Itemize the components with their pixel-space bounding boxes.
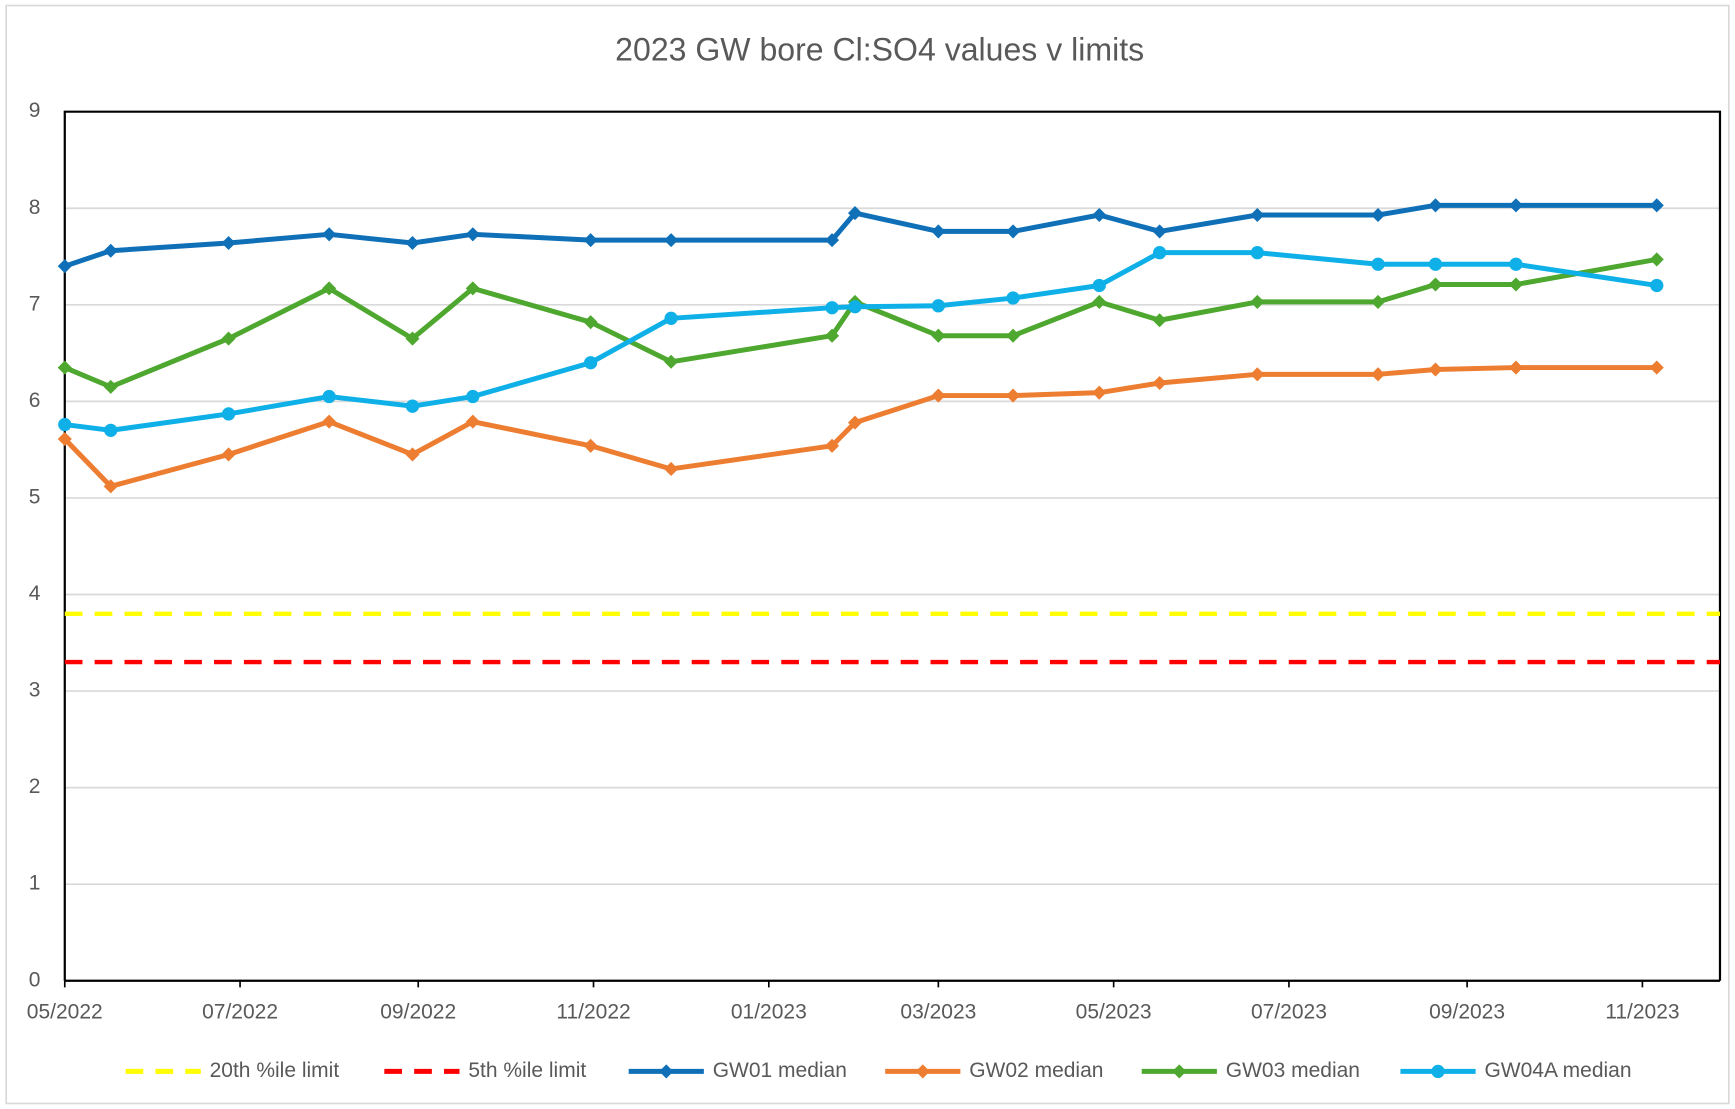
- y-tick-label: 4: [29, 582, 41, 605]
- data-point: [848, 300, 862, 314]
- legend-label: GW03 median: [1226, 1059, 1360, 1082]
- legend-label: GW02 median: [969, 1059, 1103, 1082]
- plot-border: [63, 110, 1722, 981]
- data-point: [931, 299, 945, 313]
- y-tick-label: 3: [29, 679, 41, 702]
- data-point: [1428, 257, 1443, 271]
- data-point: [103, 243, 118, 258]
- x-tick-label: 07/2023: [1251, 1000, 1327, 1023]
- data-point: [322, 389, 336, 404]
- data-point: [1650, 278, 1664, 293]
- chart-frame: [5, 4, 1730, 1105]
- y-tick-label: 5: [29, 485, 41, 508]
- x-tick-label: 11/2022: [556, 1000, 630, 1023]
- y-tick-label: 1: [29, 872, 41, 895]
- y-tick-label: 6: [29, 389, 41, 412]
- data-point: [405, 399, 420, 413]
- data-point: [1250, 246, 1264, 260]
- data-point: [584, 356, 598, 370]
- data-point: [1152, 246, 1167, 260]
- x-tick-label: 05/2022: [27, 1000, 103, 1023]
- x-tick-label: 03/2023: [900, 1000, 976, 1023]
- legend-label: 5th %ile limit: [468, 1059, 586, 1082]
- x-tick-label: 09/2022: [380, 1000, 456, 1023]
- data-point: [1006, 328, 1021, 343]
- x-tick-label: 11/2023: [1605, 1000, 1679, 1023]
- x-tick-label: 01/2023: [731, 1000, 807, 1023]
- data-point: [405, 235, 420, 251]
- y-tick-label: 8: [29, 196, 41, 219]
- x-tick-label: 05/2023: [1076, 1000, 1152, 1023]
- legend-label: 20th %ile limit: [210, 1059, 340, 1082]
- data-point: [57, 431, 72, 447]
- data-point: [1006, 291, 1020, 305]
- data-point: [104, 423, 118, 437]
- data-point: [1371, 257, 1385, 271]
- y-tick-label: 7: [29, 292, 41, 315]
- data-point: [466, 389, 480, 404]
- data-point: [322, 281, 337, 296]
- data-point: [664, 311, 678, 325]
- data-point: [322, 414, 337, 429]
- legend-marker: [1431, 1064, 1445, 1079]
- data-point: [58, 417, 72, 432]
- x-tick-label: 09/2023: [1429, 1000, 1505, 1023]
- chart-title: 2023 GW bore Cl:SO4 values v limits: [615, 31, 1144, 67]
- data-point: [322, 227, 337, 242]
- data-point: [1006, 388, 1021, 403]
- x-tick-label: 07/2022: [202, 1000, 278, 1023]
- data-point: [221, 235, 236, 251]
- data-point: [825, 301, 839, 315]
- data-point: [221, 407, 236, 421]
- y-tick-label: 2: [29, 775, 41, 798]
- data-point: [1006, 224, 1021, 239]
- data-point: [103, 479, 118, 494]
- data-point: [1092, 278, 1106, 293]
- legend-label: GW04A median: [1484, 1059, 1631, 1082]
- data-point: [103, 379, 118, 394]
- y-tick-label: 0: [29, 968, 41, 991]
- y-tick-label: 9: [29, 99, 41, 122]
- data-point: [465, 227, 480, 242]
- data-point: [465, 414, 480, 429]
- data-point: [465, 281, 480, 296]
- data-point: [1509, 257, 1523, 271]
- legend-label: GW01 median: [713, 1059, 847, 1082]
